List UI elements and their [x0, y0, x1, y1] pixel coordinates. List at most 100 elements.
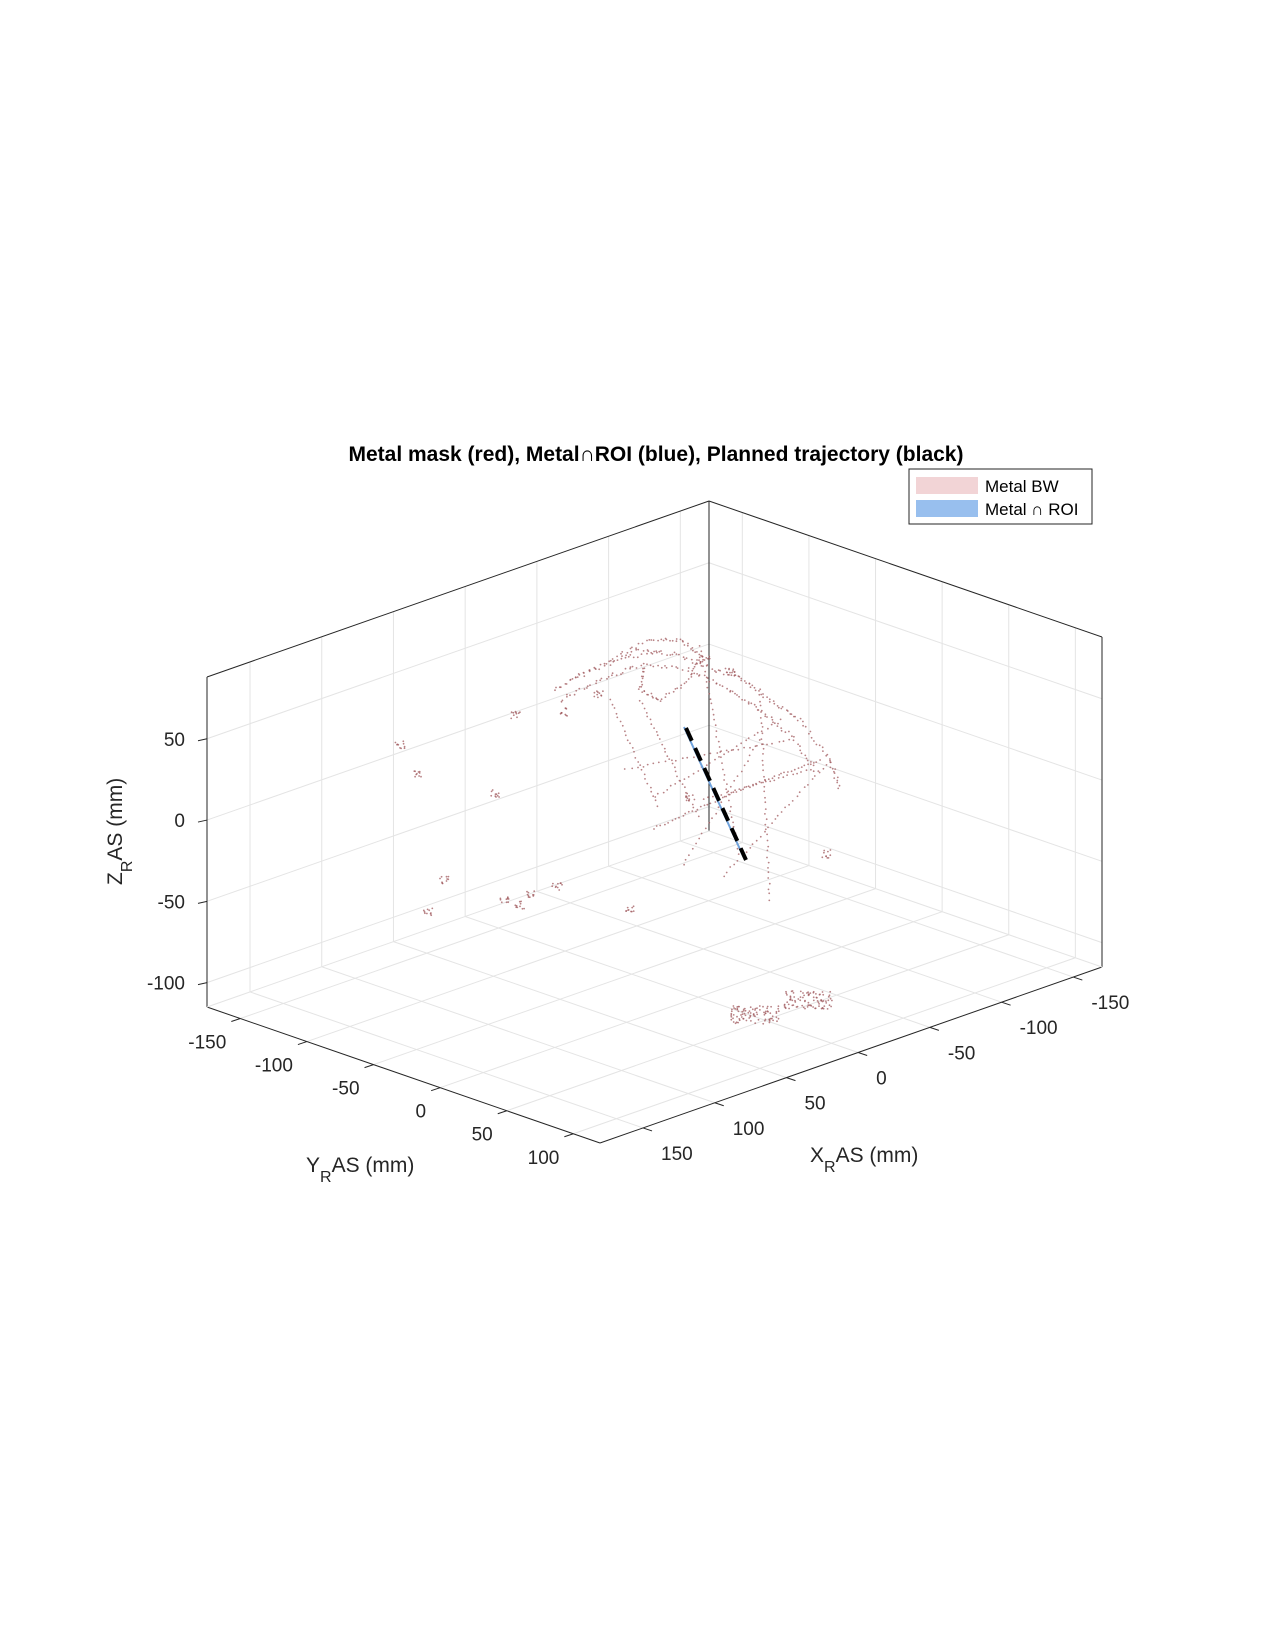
metal-point [761, 726, 764, 728]
metal-point [736, 1015, 738, 1018]
metal-point [729, 785, 732, 788]
grid-line [240, 842, 743, 1019]
metal-point [767, 826, 769, 829]
legend-swatch-metal-bw [916, 477, 978, 494]
metal-point [729, 689, 732, 692]
metal-point [653, 727, 655, 729]
metal-point [675, 666, 678, 668]
x-axis-label: XRAS (mm) [810, 1144, 918, 1176]
metal-point [771, 1015, 774, 1018]
metal-point [764, 778, 766, 781]
metal-point [740, 677, 743, 680]
metal-point [741, 1010, 744, 1013]
metal-point [594, 667, 597, 670]
metal-point [688, 854, 690, 857]
metal-point [826, 1008, 829, 1010]
metal-point [691, 794, 694, 796]
metal-point [533, 890, 536, 893]
metal-point [681, 757, 684, 760]
metal-point [619, 720, 622, 723]
metal-point [752, 748, 754, 751]
metal-point [654, 796, 657, 798]
metal-point [679, 638, 682, 641]
metal-point [745, 1019, 748, 1022]
metal-point [583, 675, 586, 678]
y-axis-line [206, 1006, 601, 1144]
legend-label-metal-bw: Metal BW [985, 477, 1059, 496]
metal-point [743, 699, 746, 701]
metal-point [758, 739, 761, 741]
metal-point [734, 789, 736, 792]
metal-point [519, 905, 521, 908]
grid-line [708, 724, 1103, 862]
metal-point [767, 871, 770, 874]
metal-point [802, 1006, 805, 1009]
metal-point [766, 1010, 769, 1013]
metal-point [767, 727, 769, 730]
metal-point [706, 686, 709, 689]
metal-point [698, 645, 701, 647]
metal-point [561, 883, 563, 886]
metal-point [687, 670, 690, 672]
metal-point [780, 707, 783, 710]
metal-point [833, 772, 836, 774]
metal-point [732, 670, 734, 672]
metal-point [616, 655, 618, 658]
metal-point [680, 687, 682, 689]
metal-point [686, 797, 689, 800]
metal-point [691, 662, 694, 664]
metal-point [653, 828, 655, 830]
metal-point [777, 777, 780, 779]
metal-point [650, 692, 653, 695]
metal-point [523, 907, 525, 910]
metal-point [802, 996, 804, 999]
metal-point [741, 698, 743, 701]
metal-point [671, 653, 674, 656]
metal-point [680, 684, 683, 687]
z-tick-label: 50 [164, 730, 185, 751]
metal-point [836, 779, 839, 782]
metal-point [698, 653, 701, 656]
metal-point [730, 1010, 733, 1013]
y-axis-label: YRAS (mm) [306, 1154, 414, 1186]
metal-point [682, 640, 684, 643]
metal-point [709, 698, 712, 701]
metal-point [402, 740, 405, 743]
metal-point [790, 770, 793, 773]
metal-point [583, 672, 585, 674]
metal-point [693, 756, 695, 759]
metal-point [631, 906, 634, 909]
metal-point [709, 752, 712, 755]
metal-point [766, 856, 768, 859]
metal-point [730, 1015, 733, 1018]
metal-point [660, 666, 663, 669]
metal-point [651, 695, 654, 698]
metal-point [775, 1010, 778, 1013]
metal-point [731, 1008, 733, 1011]
metal-point [640, 768, 643, 771]
metal-point [646, 663, 648, 666]
metal-point [762, 747, 765, 750]
metal-point [781, 706, 784, 708]
metal-point [787, 1003, 790, 1006]
metal-point [712, 679, 715, 681]
metal-point [657, 761, 660, 764]
metal-point [732, 1014, 735, 1016]
metal-point [646, 763, 649, 766]
metal-point [691, 647, 694, 649]
x-tick-label: 50 [804, 1094, 825, 1115]
metal-point [596, 693, 599, 696]
metal-point [557, 882, 559, 885]
metal-point [697, 770, 700, 772]
metal-point [830, 1005, 832, 1008]
y-tick-mark [497, 1110, 507, 1115]
metal-point [595, 679, 598, 682]
metal-point [720, 794, 723, 796]
metal-point [583, 688, 586, 690]
metal-point [699, 805, 702, 808]
metal-point [647, 693, 649, 696]
x-tick-mark [929, 1026, 940, 1031]
metal-point [728, 793, 731, 796]
metal-point [623, 768, 626, 770]
metal-point [726, 783, 728, 785]
